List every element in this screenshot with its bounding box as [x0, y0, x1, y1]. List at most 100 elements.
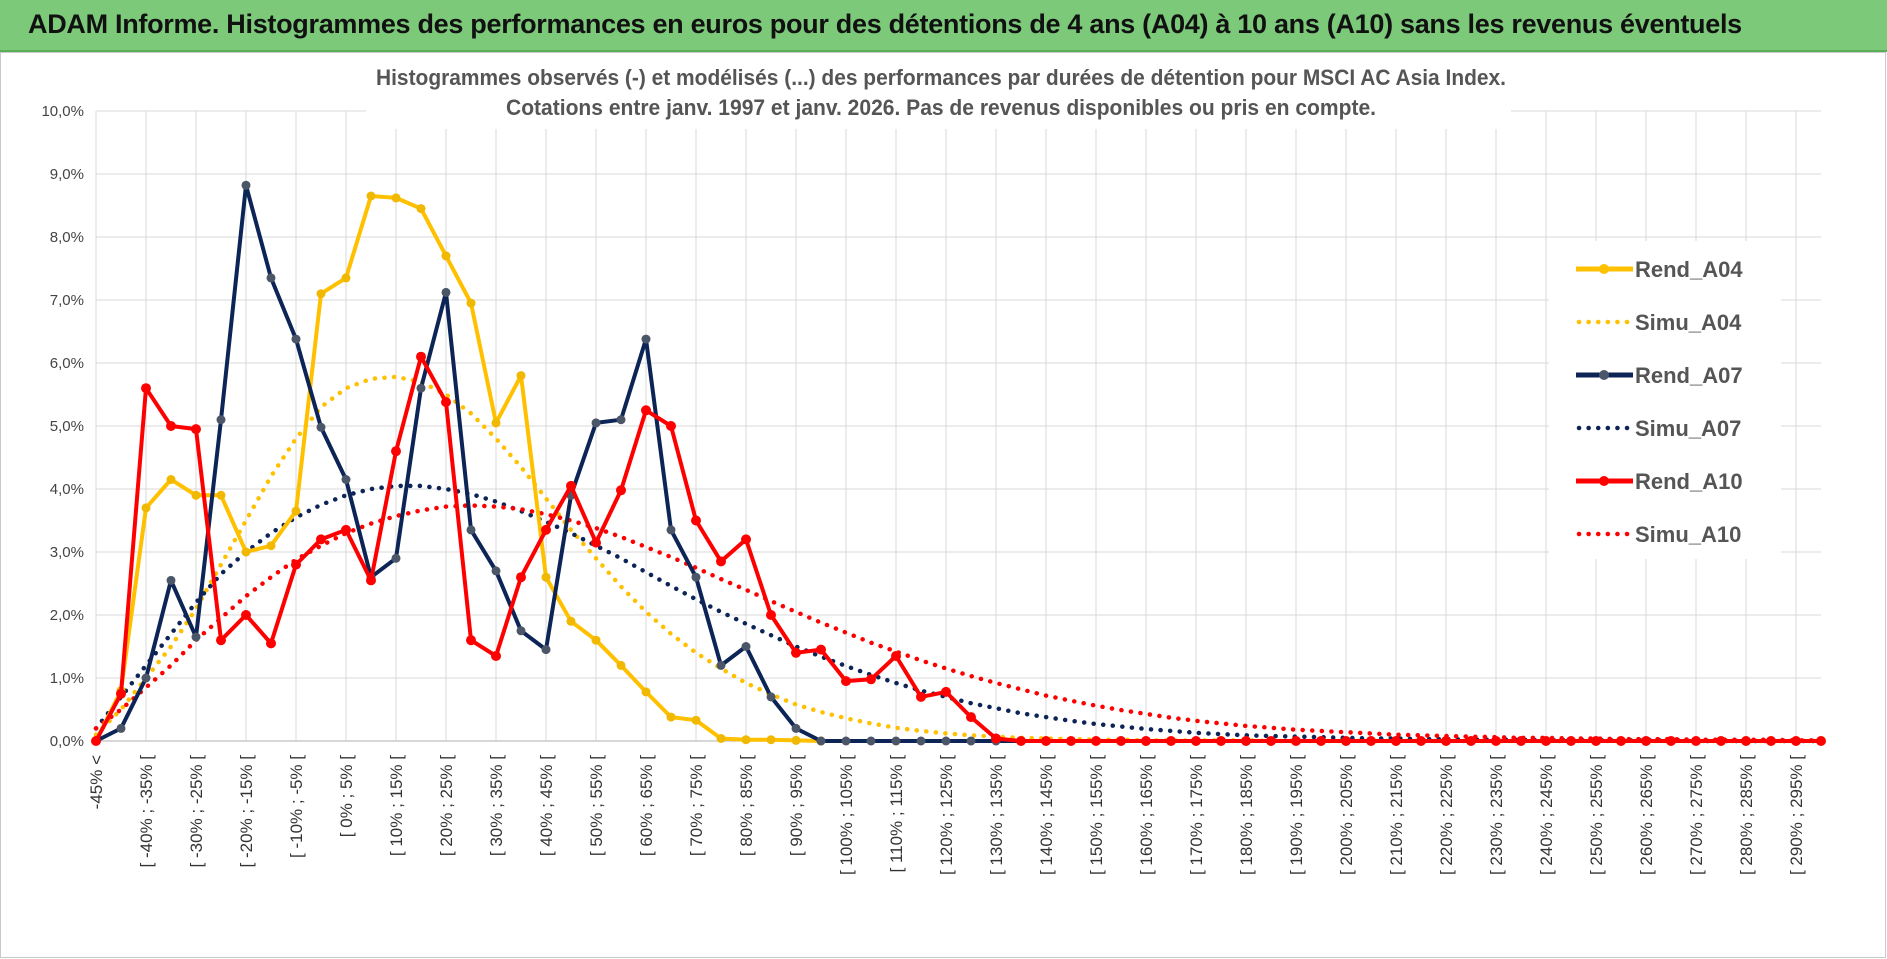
y-tick-label: 8,0% [50, 229, 84, 246]
x-tick-label: [ 170% ; 175% [ [1187, 755, 1206, 875]
data-point [1641, 736, 1651, 746]
x-tick-label: [ 110% ; 115% [ [887, 755, 906, 873]
data-point [491, 566, 501, 576]
data-point [291, 559, 301, 570]
x-tick-label: [ 150% ; 155% [ [1087, 755, 1106, 875]
data-point [141, 383, 151, 394]
data-point [941, 686, 951, 697]
data-point [1166, 736, 1176, 746]
series-line [93, 374, 1824, 744]
legend-marker [1599, 264, 1609, 274]
data-point [1466, 736, 1476, 746]
data-point [266, 541, 276, 551]
x-tick-label: [ 160% ; 165% [ [1137, 755, 1156, 875]
legend-item-rend-a10: Rend_A10 [1576, 469, 1743, 494]
y-tick-label: 1,0% [50, 670, 84, 687]
data-point [691, 515, 701, 526]
data-point [866, 736, 876, 746]
data-point [391, 193, 401, 203]
legend-item-rend-a04: Rend_A04 [1576, 257, 1743, 282]
legend-label: Rend_A07 [1635, 363, 1743, 388]
data-point [1266, 736, 1276, 746]
data-point [141, 673, 151, 683]
data-point [1341, 736, 1351, 746]
data-point [341, 273, 351, 283]
data-point [291, 506, 301, 516]
data-point [1791, 736, 1801, 746]
series-rend-a10 [91, 351, 1826, 746]
legend-label: Rend_A10 [1635, 469, 1743, 494]
data-point [516, 626, 526, 636]
data-point [1691, 736, 1701, 746]
x-tick-label: [ 270% ; 275% [ [1687, 755, 1706, 875]
data-point [741, 735, 751, 745]
data-point [1241, 736, 1251, 746]
data-point [466, 525, 476, 535]
data-point [691, 572, 701, 582]
data-point [791, 735, 801, 745]
data-point [291, 334, 301, 344]
data-point [766, 735, 776, 745]
data-point [1541, 736, 1551, 746]
data-point [1141, 736, 1151, 746]
data-point [716, 734, 726, 743]
data-point [1741, 736, 1751, 746]
x-tick-label: [ 0% ; 5% [ [337, 755, 356, 837]
data-point [1366, 736, 1376, 746]
data-point [1491, 736, 1501, 746]
data-point [366, 575, 376, 586]
data-point [766, 610, 776, 620]
x-tick-label: [ 60% ; 65% [ [637, 755, 656, 856]
report-title: ADAM Informe. Histogrammes des performan… [28, 9, 1742, 39]
title-banner: ADAM Informe. Histogrammes des performan… [0, 0, 1887, 52]
data-point [441, 251, 451, 261]
data-point [541, 524, 551, 535]
data-point [316, 422, 326, 432]
data-series [91, 180, 1826, 746]
data-point [616, 660, 626, 670]
data-point [1566, 736, 1576, 746]
data-point [391, 446, 401, 457]
data-point [241, 180, 251, 190]
chart-title-block: Histogrammes observés (-) et modélisés (… [366, 59, 1511, 129]
data-point [716, 556, 726, 567]
data-point [166, 421, 176, 431]
data-point [1316, 736, 1326, 746]
data-point [416, 351, 426, 362]
x-tick-label: [ -30% ; -25% [ [187, 755, 206, 868]
data-point [1591, 736, 1601, 746]
data-point [1291, 736, 1301, 746]
data-point [466, 635, 476, 646]
x-tick-label: [ 100% ; 105% [ [837, 755, 856, 875]
x-axis-ticks: -45% < [ -40% ; -35% [[ -30% ; -25% [[ -2… [87, 755, 1806, 875]
legend-item-rend-a07: Rend_A07 [1576, 363, 1743, 388]
data-point [366, 191, 376, 201]
data-point [666, 525, 676, 535]
data-point [441, 287, 451, 297]
x-tick-label: [ 260% ; 265% [ [1637, 755, 1656, 875]
data-point [166, 575, 176, 585]
data-point [866, 674, 876, 685]
data-point [1091, 736, 1101, 746]
data-point [791, 647, 801, 658]
x-tick-label: [ 40% ; 45% [ [537, 755, 556, 856]
x-tick-label: [ 230% ; 235% [ [1487, 755, 1506, 875]
legend-label: Simu_A07 [1635, 416, 1741, 441]
data-point [841, 736, 851, 746]
x-tick-label: [ 10% ; 15% [ [387, 755, 406, 856]
x-tick-label: [ 210% ; 215% [ [1387, 755, 1406, 875]
data-point [141, 503, 151, 513]
legend-marker [1599, 476, 1609, 486]
legend-marker [1599, 370, 1609, 380]
data-point [166, 475, 176, 484]
data-point [966, 736, 976, 746]
data-point [616, 415, 626, 425]
data-point [566, 616, 576, 626]
x-tick-label: [ 220% ; 225% [ [1437, 755, 1456, 875]
y-tick-label: 10,0% [41, 103, 84, 120]
data-point [191, 424, 201, 435]
data-point [341, 524, 351, 535]
data-point [491, 418, 501, 428]
data-point [691, 715, 701, 725]
x-tick-label: [ 190% ; 195% [ [1287, 755, 1306, 875]
